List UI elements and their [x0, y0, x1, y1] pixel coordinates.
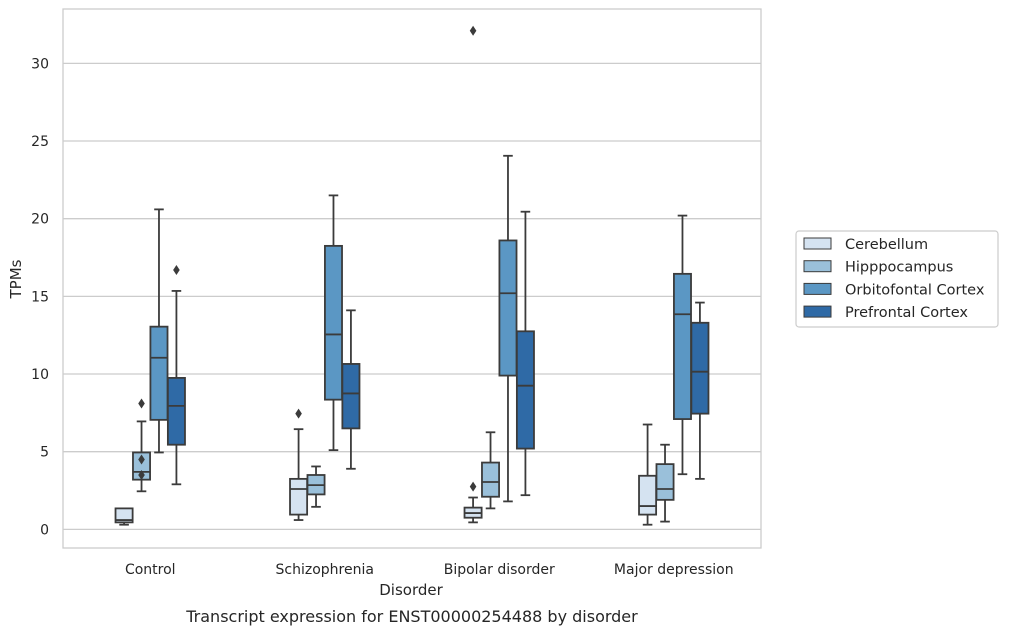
outlier-point — [469, 25, 477, 36]
y-tick-label: 5 — [40, 445, 49, 461]
series-hipppocampus — [132, 398, 675, 523]
outlier-point — [295, 408, 302, 419]
outlier-point — [173, 264, 180, 275]
legend-swatch — [803, 260, 832, 273]
legend-item: Cerebellum — [803, 237, 928, 253]
x-axis-label: Disorder — [379, 581, 443, 599]
y-axis-label: TPMs — [7, 259, 25, 299]
series-orbitofontal-cortex — [149, 154, 692, 503]
box-body — [690, 321, 710, 415]
box-schizophrenia — [324, 194, 343, 452]
legend: Cerebellum Hipppocampus Orbitofontal Corte… — [795, 230, 999, 328]
box-body — [638, 474, 658, 516]
legend-swatch — [803, 282, 832, 295]
y-tick-label: 0 — [40, 522, 49, 538]
box-body — [655, 463, 675, 501]
box-control — [132, 398, 151, 493]
series-cerebellum — [114, 25, 658, 526]
box-body — [481, 461, 500, 498]
box-body — [515, 330, 535, 450]
box-bipolar-disorder — [515, 210, 535, 497]
outlier-point — [138, 469, 145, 480]
legend-label: Hipppocampus — [845, 260, 953, 276]
box-bipolar-disorder — [463, 25, 483, 524]
legend-label: Cerebellum — [845, 237, 928, 253]
box-major-depression — [638, 423, 658, 526]
box-schizophrenia — [306, 465, 326, 508]
box-body — [673, 272, 692, 420]
legend-swatch — [803, 237, 832, 250]
box-body — [324, 244, 343, 401]
box-control — [114, 507, 134, 526]
y-tick-label: 30 — [31, 56, 49, 72]
outlier-point — [469, 481, 477, 492]
box-major-depression — [673, 214, 692, 476]
legend-item: Hipppocampus — [803, 260, 953, 276]
box-body — [166, 377, 186, 446]
outlier-point — [138, 454, 145, 465]
box-schizophrenia — [341, 309, 361, 470]
chart-caption: Transcript expression for ENST0000025448… — [185, 607, 638, 626]
legend-label: Prefrontal Cortex — [845, 305, 968, 321]
legend-swatch — [803, 305, 832, 318]
legend-item: Orbitofontal Cortex — [803, 282, 985, 298]
gridlines — [63, 62, 761, 531]
box-control — [149, 208, 169, 454]
series-prefrontal-cortex — [166, 210, 710, 497]
box-series — [114, 25, 710, 526]
box-body — [498, 239, 518, 377]
y-tick-label: 10 — [31, 367, 49, 383]
outlier-point — [138, 398, 145, 409]
box-major-depression — [690, 301, 710, 480]
x-tick-label: Schizophrenia — [276, 562, 374, 578]
box-major-depression — [655, 443, 675, 523]
box-bipolar-disorder — [498, 154, 518, 503]
box-bipolar-disorder — [481, 431, 500, 510]
legend-item: Prefrontal Cortex — [803, 305, 968, 321]
x-tick-label: Control — [125, 562, 176, 578]
y-tick-label: 20 — [31, 212, 49, 228]
plot-frame — [62, 8, 762, 549]
x-tick-labels: Control Schizophrenia Bipolar disorder Majo… — [125, 562, 734, 578]
y-tick-label: 25 — [31, 134, 49, 150]
box-body — [289, 477, 309, 516]
box-schizophrenia — [289, 408, 309, 521]
box-body — [114, 507, 134, 524]
x-tick-label: Major depression — [614, 562, 734, 578]
legend-label: Orbitofontal Cortex — [845, 282, 985, 298]
x-tick-label: Bipolar disorder — [444, 562, 555, 578]
box-body — [149, 325, 169, 421]
legend-frame — [795, 230, 999, 328]
box-body — [341, 363, 361, 430]
box-control — [166, 264, 186, 486]
y-tick-labels: 0 5 10 15 20 25 30 — [31, 56, 49, 538]
y-tick-label: 15 — [31, 289, 49, 305]
